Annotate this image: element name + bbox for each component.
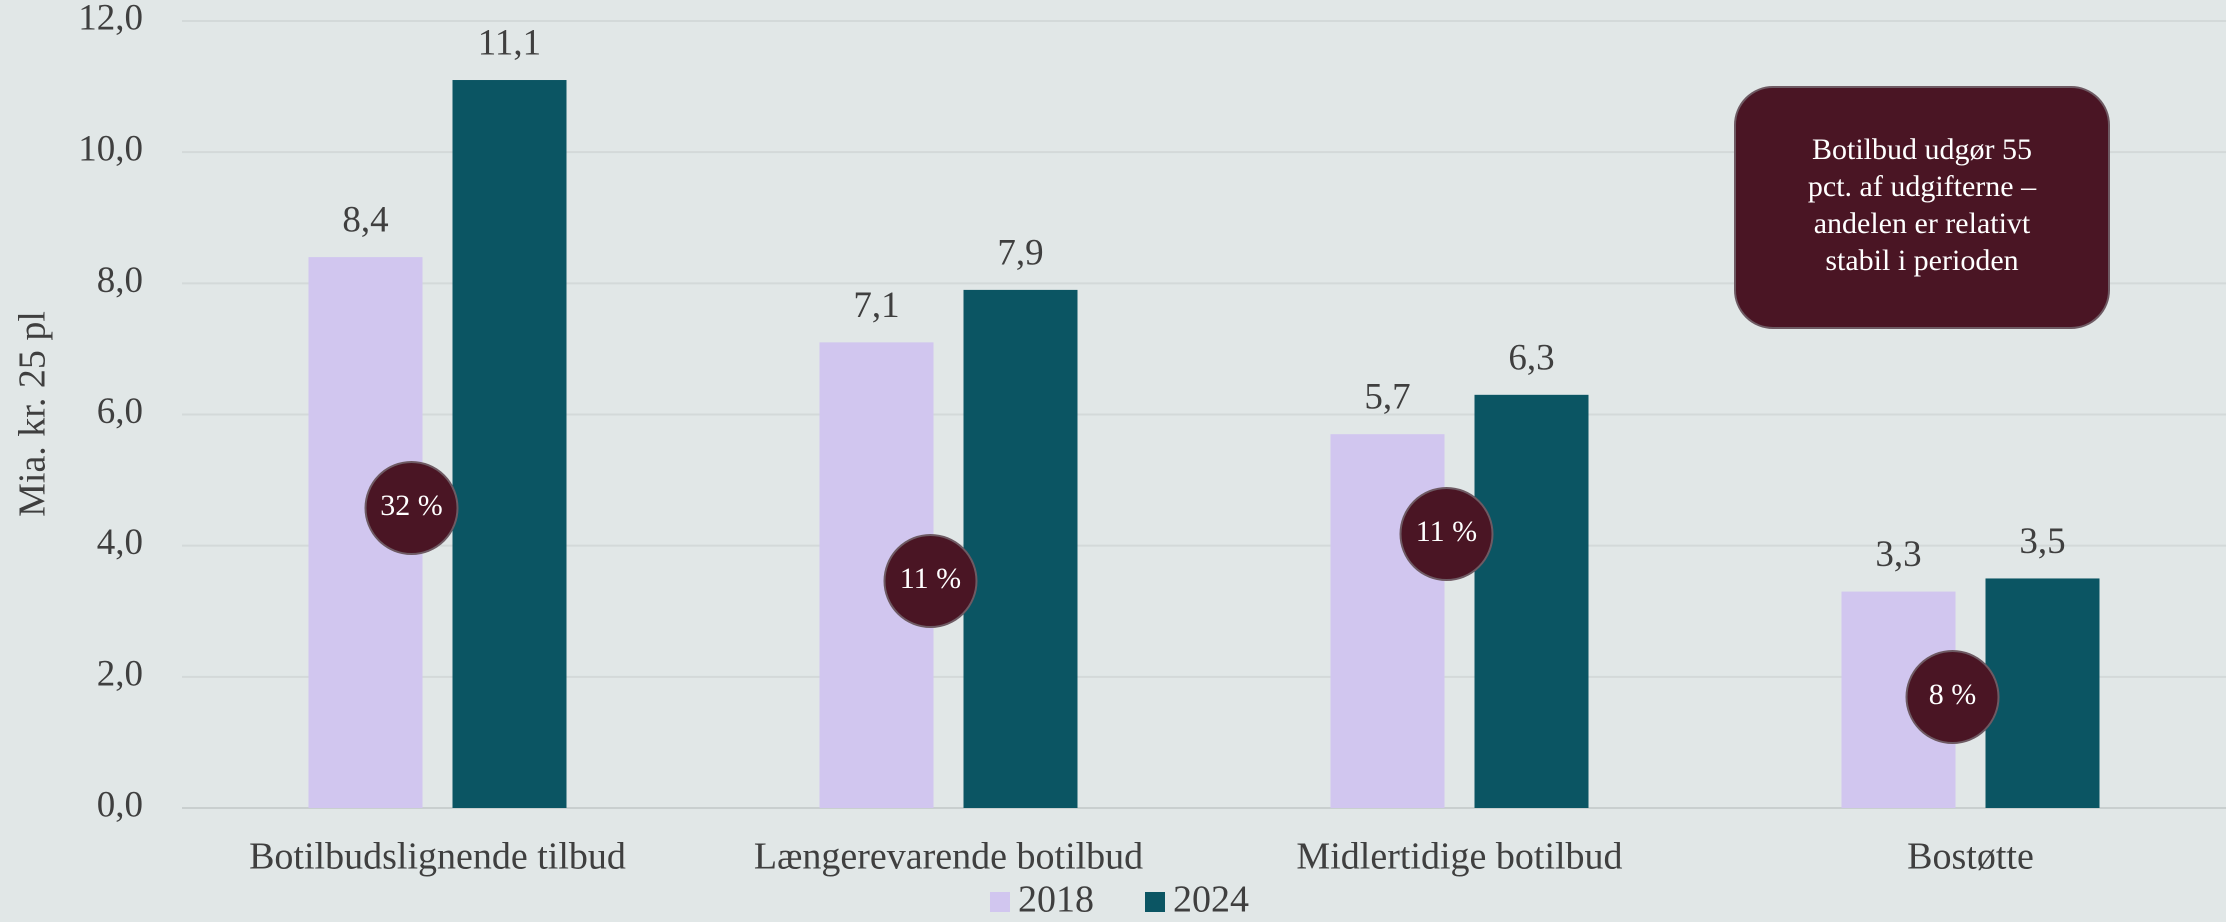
legend-label: 2024 [1173,879,1249,921]
value-label: 7,9 [997,232,1043,273]
legend-swatch [1145,892,1165,912]
y-tick-label: 8,0 [97,260,143,301]
y-tick-label: 2,0 [97,653,143,694]
annotation-text: pct. af udgifterne – [1808,170,2037,203]
value-label: 3,3 [1875,534,1921,575]
bar [1985,578,2100,808]
value-label: 8,4 [342,200,388,241]
legend-swatch [990,892,1010,912]
y-tick-label: 4,0 [97,522,143,563]
value-label: 3,5 [2019,521,2065,562]
x-tick-label: Botilbudslignende tilbud [249,836,626,878]
badge [1399,487,1494,581]
y-tick-label: 10,0 [78,129,143,170]
annotation-text: andelen er relativt [1814,207,2031,240]
bar [452,80,567,808]
badge [1905,650,2000,744]
y-tick-label: 0,0 [97,784,143,825]
value-label: 11,1 [478,23,541,64]
y-axis-label: Mia. kr. 25 pl [12,311,54,517]
annotation-text: stabil i perioden [1825,244,2018,277]
badge-label: 11 % [900,562,961,595]
bar [963,289,1078,808]
value-label: 6,3 [1508,337,1554,378]
annotation-text: Botilbud udgør 55 [1812,133,2032,166]
annotation-box [1734,86,2110,329]
badge [883,534,978,628]
badge-label: 8 % [1929,678,1977,711]
badge-label: 11 % [1416,515,1477,548]
bar [1330,434,1445,808]
x-tick-label: Midlertidige botilbud [1296,836,1622,878]
y-tick-label: 12,0 [78,0,143,38]
x-tick-label: Bostøtte [1907,836,2034,878]
value-label: 7,1 [853,285,899,326]
badge-label: 32 % [380,489,443,522]
y-tick-label: 6,0 [97,391,143,432]
bar [1474,394,1589,808]
legend-label: 2018 [1018,879,1094,921]
value-label: 5,7 [1364,377,1410,418]
badge [364,461,459,555]
x-tick-label: Længerevarende botilbud [754,836,1143,878]
